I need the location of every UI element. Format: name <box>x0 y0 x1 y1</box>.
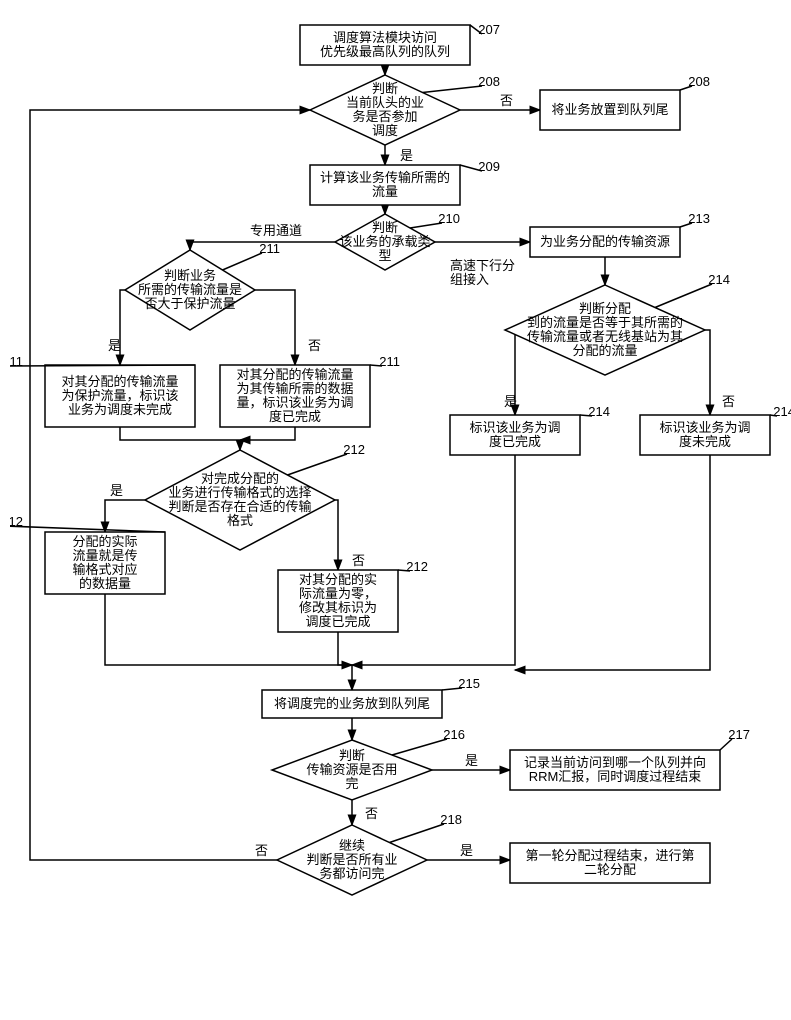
edge-label: 否 <box>365 806 378 821</box>
node-text: 完 <box>345 776 358 791</box>
node-text: 务都访问完 <box>319 866 384 881</box>
node-text: 的数据量 <box>79 576 131 591</box>
step-number: 213 <box>688 211 710 226</box>
edge-label: 是 <box>400 148 413 163</box>
edge-label: 高速下行分 <box>450 258 515 273</box>
edge-label: 专用通道 <box>250 223 302 238</box>
node-text: 输格式对应 <box>72 562 137 577</box>
node-text: 判断是否所有业 <box>306 852 397 867</box>
node-text: 为其传输所需的数据 <box>236 381 353 396</box>
edge-label: 是 <box>108 338 121 353</box>
edge <box>105 500 145 532</box>
node-text: 判断分配 <box>579 301 631 316</box>
edge <box>515 455 710 670</box>
edge-label: 是 <box>465 753 478 768</box>
node-text: 对其分配的实 <box>299 572 377 587</box>
step-number: 210 <box>438 211 460 226</box>
node-text: 度已完成 <box>489 434 541 449</box>
edge <box>255 290 295 365</box>
node-text: 当前队头的业 <box>346 95 424 110</box>
node-text: 优先级最高队列的队列 <box>320 44 450 59</box>
edge-label: 否 <box>352 553 365 568</box>
node-text: 继续 <box>339 838 365 853</box>
node-text: 调度算法模块访问 <box>333 30 437 45</box>
node-text: 调度 <box>372 123 398 138</box>
edge-label: 否 <box>500 93 513 108</box>
step-number: 218 <box>440 812 462 827</box>
node-text: 调度已完成 <box>305 614 370 629</box>
node-text: 对其分配的传输流量 <box>236 367 353 382</box>
step-number: 214 <box>708 272 730 287</box>
step-number: 212 <box>406 559 428 574</box>
edge <box>335 500 338 570</box>
node-text: 记录当前访问到哪一个队列并向 <box>524 755 706 770</box>
edge <box>352 455 515 665</box>
node-text: 该业务的承载类 <box>339 234 430 249</box>
node-text: 判断 <box>372 220 398 235</box>
edge-label: 否 <box>255 843 268 858</box>
step-number: 214 <box>588 404 610 419</box>
node-text: 分配的实际 <box>72 534 137 549</box>
edge <box>120 290 125 365</box>
node-text: 对完成分配的 <box>201 471 279 486</box>
node-text: 二轮分配 <box>584 862 636 877</box>
edge-label: 是 <box>460 843 473 858</box>
node-text: 对其分配的传输流量 <box>61 374 178 389</box>
step-number: 217 <box>728 727 750 742</box>
node-text: 度已完成 <box>269 409 321 424</box>
step-number: 211 <box>379 354 400 369</box>
node-text: 第一轮分配过程结束，进行第 <box>525 848 694 863</box>
edge-label: 否 <box>722 394 735 409</box>
node-text: 业务进行传输格式的选择 <box>168 485 311 500</box>
node-text: RRM汇报，同时调度过程结束 <box>529 769 702 784</box>
edge-label: 是 <box>110 483 123 498</box>
node-text: 传输流量或者无线基站为其 <box>527 329 683 344</box>
node-text: 量，标识该业务为调 <box>236 395 353 410</box>
flowchart-svg: 否是专用通道高速下行分组接入是否是否是否是否是否调度算法模块访问优先级最高队列的… <box>10 10 791 1010</box>
step-number: 208 <box>688 74 710 89</box>
edge-label: 否 <box>308 338 321 353</box>
node-text: 业务为调度未完成 <box>68 402 172 417</box>
step-number: 208 <box>478 74 500 89</box>
step-number: 207 <box>478 22 500 37</box>
node-text: 为保护流量，标识该 <box>61 388 178 403</box>
node-text: 将业务放置到队列尾 <box>551 102 668 117</box>
edge-label: 组接入 <box>450 272 489 287</box>
node-text: 传输资源是否用 <box>306 762 397 777</box>
node-text: 所需的传输流量是 <box>138 282 242 297</box>
node-text: 判断是否存在合适的传输 <box>168 499 311 514</box>
node-text: 否大于保护流量 <box>144 296 235 311</box>
step-number: 209 <box>478 159 500 174</box>
node-text: 流量就是传 <box>72 548 137 563</box>
node-text: 计算该业务传输所需的 <box>320 170 450 185</box>
step-number: 212 <box>10 514 23 529</box>
edge-label: 是 <box>504 394 517 409</box>
node-text: 标识该业务为调 <box>659 420 750 435</box>
node-text: 分配的流量 <box>572 343 637 358</box>
step-number: 212 <box>343 442 365 457</box>
node-text: 度未完成 <box>679 434 731 449</box>
node-text: 修改其标识为 <box>299 600 377 615</box>
node-text: 判断 <box>339 748 365 763</box>
node-text: 将调度完的业务放到队列尾 <box>274 696 430 711</box>
node-text: 到的流量是否等于其所需的 <box>527 315 683 330</box>
step-number: 211 <box>259 241 280 256</box>
node-text: 务是否参加 <box>352 109 417 124</box>
node-text: 为业务分配的传输资源 <box>540 234 670 249</box>
node-text: 格式 <box>227 513 253 528</box>
step-number: 215 <box>458 676 480 691</box>
step-number: 214 <box>773 404 791 419</box>
node-text: 判断业务 <box>164 268 216 283</box>
step-number: 211 <box>10 354 23 369</box>
edge <box>120 427 240 450</box>
step-number: 216 <box>443 727 465 742</box>
edge <box>705 330 710 415</box>
node-text: 判断 <box>372 81 398 96</box>
node-text: 型 <box>378 248 391 263</box>
node-text: 际流量为零， <box>299 586 377 601</box>
node-text: 流量 <box>372 184 398 199</box>
edge <box>240 427 295 440</box>
edge <box>338 632 352 665</box>
node-text: 标识该业务为调 <box>469 420 560 435</box>
